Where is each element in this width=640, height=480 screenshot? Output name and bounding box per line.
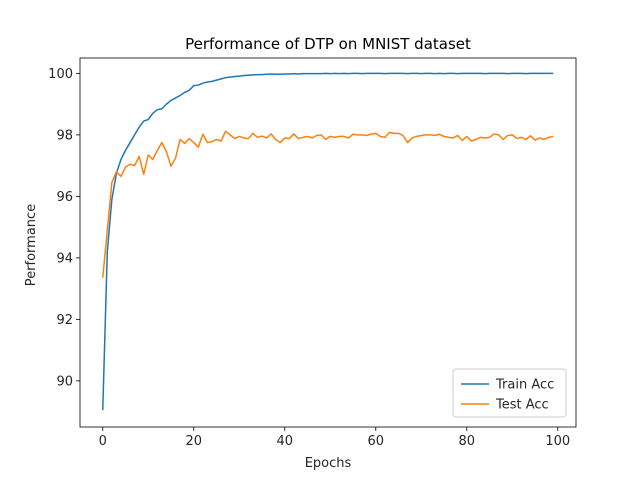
x-tick-label: 20 xyxy=(185,434,202,449)
y-tick-label: 96 xyxy=(56,190,73,205)
y-tick-label: 100 xyxy=(48,67,73,82)
legend-box xyxy=(452,368,567,418)
series-line-2 xyxy=(102,130,554,278)
y-axis-label: Performance xyxy=(24,204,39,286)
y-tick-label: 92 xyxy=(56,313,73,328)
x-tick-label: 60 xyxy=(368,434,385,449)
legend-label-2: Test Acc xyxy=(495,398,549,413)
legend: Train Acc Test Acc xyxy=(452,368,567,418)
legend-label-1: Train Acc xyxy=(495,378,554,393)
x-tick-label: 80 xyxy=(459,434,476,449)
y-tick-label: 94 xyxy=(56,251,73,266)
x-tick-label: 100 xyxy=(545,434,570,449)
plot-area: 0 20 40 60 80 100 90 92 94 96 98 100 xyxy=(48,57,577,449)
chart-title: Performance of DTP on MNIST dataset xyxy=(185,35,471,53)
series-line-1 xyxy=(102,72,554,411)
x-tick-label: 40 xyxy=(276,434,293,449)
x-axis-label: Epochs xyxy=(305,456,352,471)
axes-frame xyxy=(79,57,577,428)
y-tick-label: 98 xyxy=(56,128,73,143)
x-tick-label: 0 xyxy=(99,434,107,449)
y-tick-label: 90 xyxy=(56,374,73,389)
